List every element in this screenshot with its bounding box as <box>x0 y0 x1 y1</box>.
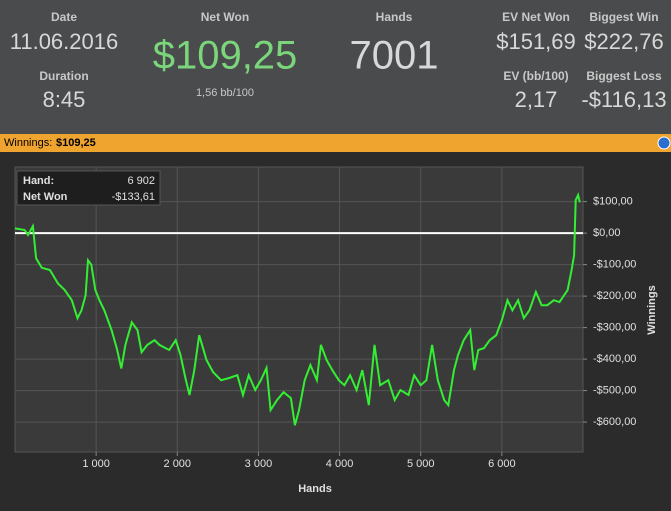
plot-area <box>14 166 584 453</box>
tooltip <box>16 170 161 206</box>
y-tick-label: -$600,00 <box>593 416 636 428</box>
y-tick-label: $0,00 <box>593 227 621 239</box>
value: 2,17 <box>515 87 558 112</box>
label: EV Net Won <box>502 10 570 24</box>
label: Hands <box>376 10 413 24</box>
bar-value: $109,25 <box>56 137 96 149</box>
label: Date <box>51 10 77 24</box>
label: Duration <box>39 69 88 83</box>
value: 11.06.2016 <box>10 29 118 54</box>
x-tick-label: 2 000 <box>164 458 192 470</box>
x-tick-label: 6 000 <box>488 458 516 470</box>
help-icon[interactable] <box>657 136 671 150</box>
y-tick-label: -$400,00 <box>593 353 636 365</box>
y-tick-label: -$100,00 <box>593 259 636 271</box>
value: 8:45 <box>43 87 86 112</box>
bar-label: Winnings: <box>4 137 52 149</box>
tooltip-label: Net Won <box>23 191 68 203</box>
value: 1,56 bb/100 <box>196 87 254 99</box>
y-tick-label: -$200,00 <box>593 290 636 302</box>
tooltip-value: -$133,61 <box>112 191 155 203</box>
value: $222,76 <box>584 29 664 54</box>
label: EV (bb/100) <box>503 69 568 83</box>
y-tick-label: $100,00 <box>593 196 633 208</box>
y-tick-label: -$300,00 <box>593 322 636 334</box>
tooltip-label: Hand: <box>23 175 54 187</box>
label: Biggest Loss <box>586 69 662 83</box>
title-bar <box>0 134 671 152</box>
value: $109,25 <box>153 34 298 78</box>
y-tick-label: -$500,00 <box>593 384 636 396</box>
x-tick-label: 3 000 <box>245 458 273 470</box>
label: Biggest Win <box>589 10 658 24</box>
x-tick-label: 4 000 <box>326 458 354 470</box>
value: 7001 <box>350 34 439 78</box>
x-tick-label: 1 000 <box>82 458 110 470</box>
x-axis-title: Hands <box>298 483 332 495</box>
x-tick-label: 5 000 <box>407 458 435 470</box>
winnings-line <box>14 191 581 426</box>
tooltip-value: 6 902 <box>127 175 155 187</box>
value: -$116,13 <box>581 87 666 112</box>
label: Net Won <box>201 10 249 24</box>
value: $151,69 <box>496 29 576 54</box>
header <box>0 0 671 134</box>
y-axis-title: Winnings <box>646 285 658 334</box>
